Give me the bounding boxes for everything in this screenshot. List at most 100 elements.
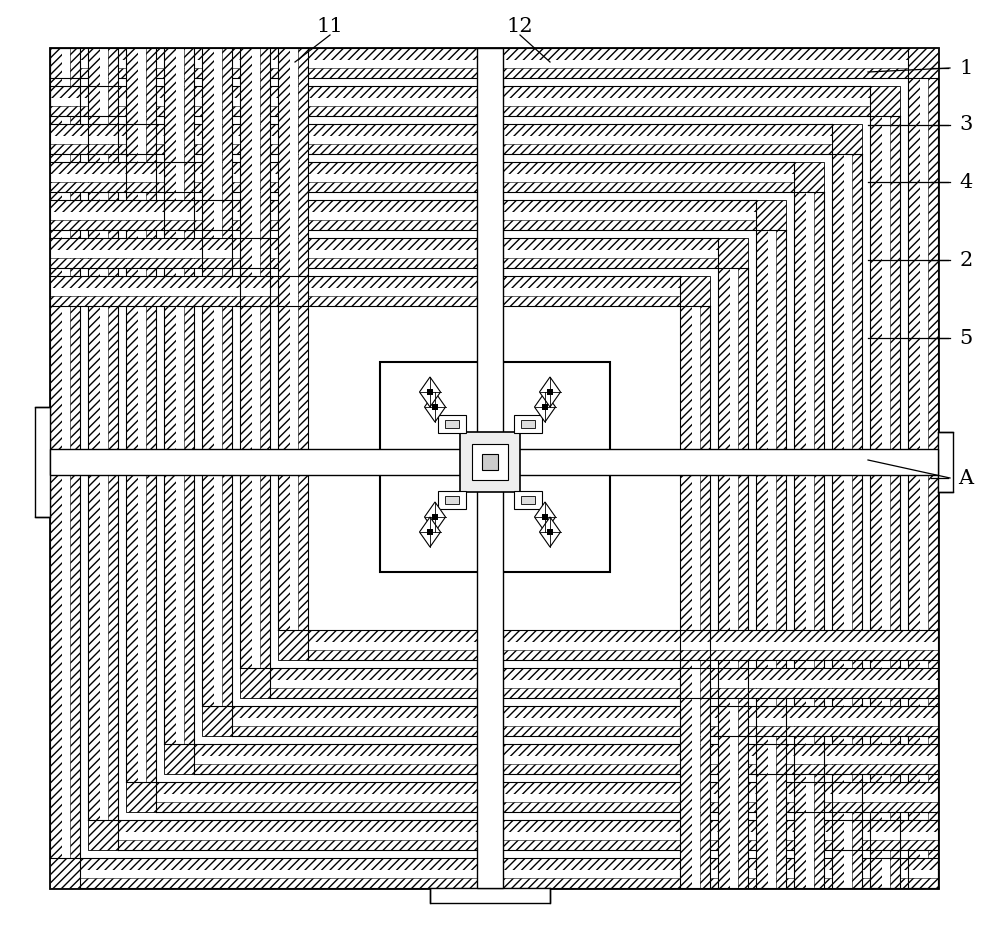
Bar [118, 832, 938, 840]
Bar [738, 268, 748, 888]
Bar [278, 630, 308, 660]
Bar [844, 154, 852, 888]
Bar [50, 858, 80, 888]
Bar [794, 192, 806, 888]
Bar [126, 782, 156, 812]
Bar [194, 756, 938, 764]
Bar [164, 744, 194, 774]
Bar [794, 162, 824, 192]
Bar [852, 154, 862, 888]
Polygon shape [540, 377, 560, 407]
Bar [768, 230, 776, 888]
Bar [232, 706, 938, 718]
Bar [240, 668, 270, 698]
Bar [50, 48, 938, 888]
Bar [35, 407, 50, 517]
Bar [908, 78, 920, 888]
Bar [50, 258, 718, 268]
Bar [270, 668, 938, 680]
Bar [514, 491, 542, 509]
Bar [928, 78, 938, 888]
Text: 1: 1 [959, 58, 973, 78]
Bar [938, 432, 953, 492]
Bar [50, 48, 908, 60]
Bar [50, 182, 794, 192]
Bar [700, 306, 710, 888]
Bar [50, 288, 680, 296]
Bar [832, 124, 862, 154]
Bar [290, 48, 298, 630]
Bar [50, 238, 718, 250]
Text: 3: 3 [959, 115, 973, 135]
Bar [920, 78, 928, 888]
Bar [270, 680, 938, 688]
Text: 5: 5 [959, 329, 973, 347]
Bar [50, 296, 680, 306]
Bar [460, 432, 520, 492]
Bar [108, 48, 118, 820]
Bar [202, 706, 232, 736]
Bar [427, 529, 433, 535]
Bar [542, 514, 548, 520]
Bar [756, 200, 786, 230]
Bar [890, 116, 900, 888]
Bar [50, 136, 832, 144]
Bar [194, 764, 938, 774]
Bar [50, 106, 870, 116]
Bar [80, 878, 938, 888]
Bar [80, 870, 938, 878]
Bar [514, 415, 542, 433]
Bar [432, 514, 438, 520]
Bar [308, 630, 938, 642]
Bar [184, 48, 194, 744]
Bar [156, 802, 938, 812]
Bar [50, 250, 718, 258]
Bar [730, 268, 738, 888]
Bar [908, 48, 938, 78]
Bar [547, 389, 553, 395]
Bar [521, 496, 535, 504]
Bar [680, 306, 692, 888]
Bar [138, 48, 146, 782]
Polygon shape [420, 517, 440, 547]
Bar [80, 858, 938, 870]
Bar [222, 48, 232, 706]
Bar [194, 744, 938, 756]
Polygon shape [534, 502, 556, 532]
Bar [870, 86, 900, 116]
Bar [814, 192, 824, 888]
Polygon shape [420, 377, 440, 407]
Bar [298, 48, 308, 630]
Bar [118, 820, 938, 832]
Bar [50, 86, 870, 98]
Bar [50, 174, 794, 182]
Bar [50, 48, 938, 888]
Bar [50, 212, 756, 220]
Bar [50, 144, 832, 154]
Bar [680, 276, 710, 306]
Polygon shape [424, 502, 446, 532]
Bar [88, 48, 100, 820]
Bar [832, 154, 844, 888]
Bar [445, 496, 459, 504]
Bar [240, 48, 252, 668]
Bar [146, 48, 156, 782]
Bar [521, 420, 535, 428]
Bar [214, 48, 222, 706]
Bar [70, 48, 80, 858]
Bar [260, 48, 270, 668]
Bar [756, 230, 768, 888]
Polygon shape [424, 392, 446, 422]
Bar [432, 404, 438, 410]
Bar [62, 48, 70, 858]
Bar [776, 230, 786, 888]
Bar [176, 48, 184, 744]
Bar [278, 48, 290, 630]
Bar [202, 48, 214, 706]
Bar [438, 415, 466, 433]
Bar [50, 449, 938, 475]
Bar [718, 268, 730, 888]
Bar [50, 276, 680, 288]
Bar [270, 688, 938, 698]
Polygon shape [534, 392, 556, 422]
